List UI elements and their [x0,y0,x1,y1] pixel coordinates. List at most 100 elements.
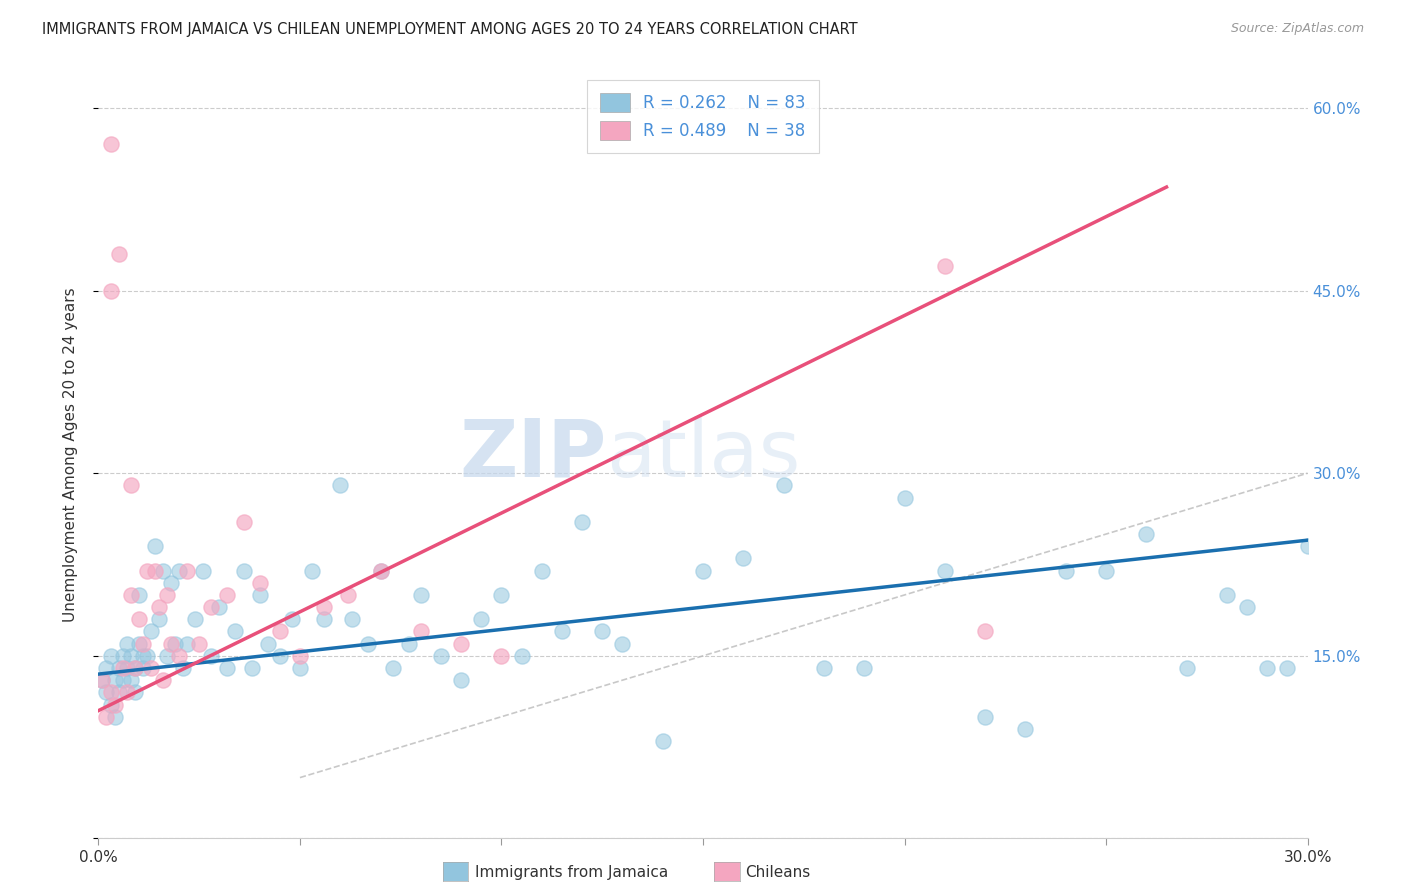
Point [491,648,513,663]
Point [132,648,155,663]
Point [148,600,170,615]
Point [188,637,211,651]
Point [200,600,222,615]
Point [430,648,453,663]
Point [115,637,138,651]
Point [281,612,304,626]
Point [128,637,150,651]
Point [409,588,432,602]
Point [342,612,364,626]
Point [1216,588,1239,602]
Point [217,588,239,602]
Point [733,551,755,566]
Point [571,515,593,529]
Legend: R = 0.262    N = 83, R = 0.489    N = 38: R = 0.262 N = 83, R = 0.489 N = 38 [586,79,820,153]
Point [111,673,134,688]
Point [974,709,997,723]
Point [651,734,673,748]
Point [96,661,118,675]
Point [813,661,835,675]
Point [398,637,420,651]
Point [160,637,183,651]
Point [143,564,166,578]
Point [692,564,714,578]
Y-axis label: Unemployment Among Ages 20 to 24 years: Unemployment Among Ages 20 to 24 years [63,287,77,623]
Point [91,673,114,688]
Point [107,661,129,675]
Point [139,624,162,639]
Point [288,648,311,663]
Point [772,478,794,492]
Point [152,673,174,688]
Point [100,284,122,298]
Point [1014,722,1036,736]
Point [450,673,472,688]
Point [103,673,125,688]
Point [139,661,162,675]
Point [193,564,215,578]
Point [370,564,392,578]
Point [1236,600,1258,615]
Point [510,648,533,663]
Point [240,661,263,675]
Point [470,612,492,626]
Point [249,575,271,590]
Point [337,588,360,602]
Point [232,564,254,578]
Point [1296,539,1319,553]
Point [111,648,134,663]
Point [96,685,118,699]
Point [107,685,129,699]
Point [91,673,114,688]
Point [249,588,271,602]
Point [1256,661,1278,675]
Point [491,588,513,602]
Point [1135,527,1157,541]
Point [232,515,254,529]
Point [172,661,194,675]
Point [853,661,876,675]
Text: Chileans: Chileans [745,865,810,880]
Point [301,564,323,578]
Point [124,685,146,699]
Point [934,564,956,578]
Point [551,624,574,639]
Point [591,624,613,639]
Point [111,661,134,675]
Point [314,600,336,615]
Point [329,478,352,492]
Point [100,137,122,152]
Point [103,698,125,712]
Point [124,661,146,675]
Point [357,637,380,651]
Point [100,698,122,712]
Point [103,709,125,723]
Point [148,612,170,626]
Point [115,685,138,699]
Point [120,673,142,688]
Point [167,648,190,663]
Point [224,624,246,639]
Point [1095,564,1118,578]
Point [132,661,155,675]
Point [120,478,142,492]
Point [288,661,311,675]
Point [124,661,146,675]
Point [167,564,190,578]
Point [184,612,207,626]
Point [156,648,179,663]
Text: ZIP: ZIP [458,416,606,494]
Point [200,648,222,663]
Point [163,637,186,651]
Point [132,637,155,651]
Point [115,661,138,675]
Text: atlas: atlas [606,416,800,494]
Text: Immigrants from Jamaica: Immigrants from Jamaica [475,865,668,880]
Point [269,648,291,663]
Point [120,648,142,663]
Point [974,624,997,639]
Point [893,491,915,505]
Point [128,612,150,626]
Point [152,564,174,578]
Point [269,624,291,639]
